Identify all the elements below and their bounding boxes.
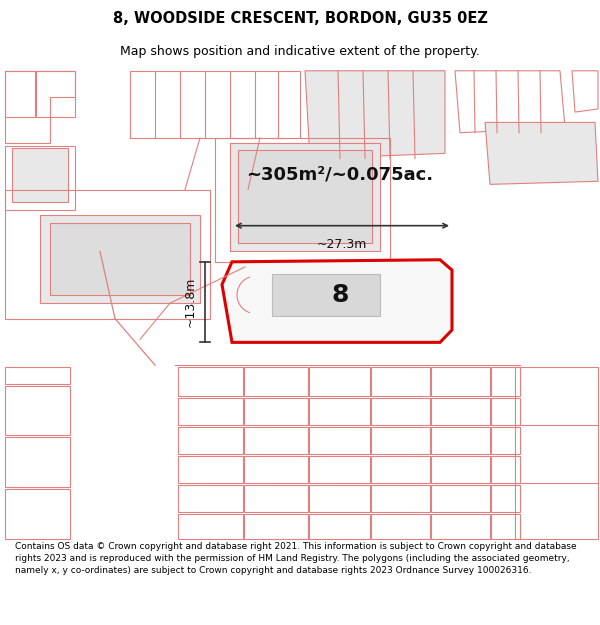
Polygon shape <box>50 222 190 295</box>
Polygon shape <box>485 122 598 184</box>
Text: ~305m²/~0.075ac.: ~305m²/~0.075ac. <box>247 165 434 183</box>
Text: 8: 8 <box>331 283 349 307</box>
Polygon shape <box>238 150 372 243</box>
Polygon shape <box>230 143 380 251</box>
Text: Map shows position and indicative extent of the property.: Map shows position and indicative extent… <box>120 45 480 58</box>
Text: Contains OS data © Crown copyright and database right 2021. This information is : Contains OS data © Crown copyright and d… <box>15 542 577 575</box>
Polygon shape <box>222 260 452 343</box>
Polygon shape <box>12 148 68 202</box>
Text: 8, WOODSIDE CRESCENT, BORDON, GU35 0EZ: 8, WOODSIDE CRESCENT, BORDON, GU35 0EZ <box>113 11 487 26</box>
Polygon shape <box>272 274 380 316</box>
Polygon shape <box>305 71 445 159</box>
Text: ~13.8m: ~13.8m <box>184 277 197 328</box>
Polygon shape <box>40 216 200 303</box>
Text: ~27.3m: ~27.3m <box>317 238 367 251</box>
